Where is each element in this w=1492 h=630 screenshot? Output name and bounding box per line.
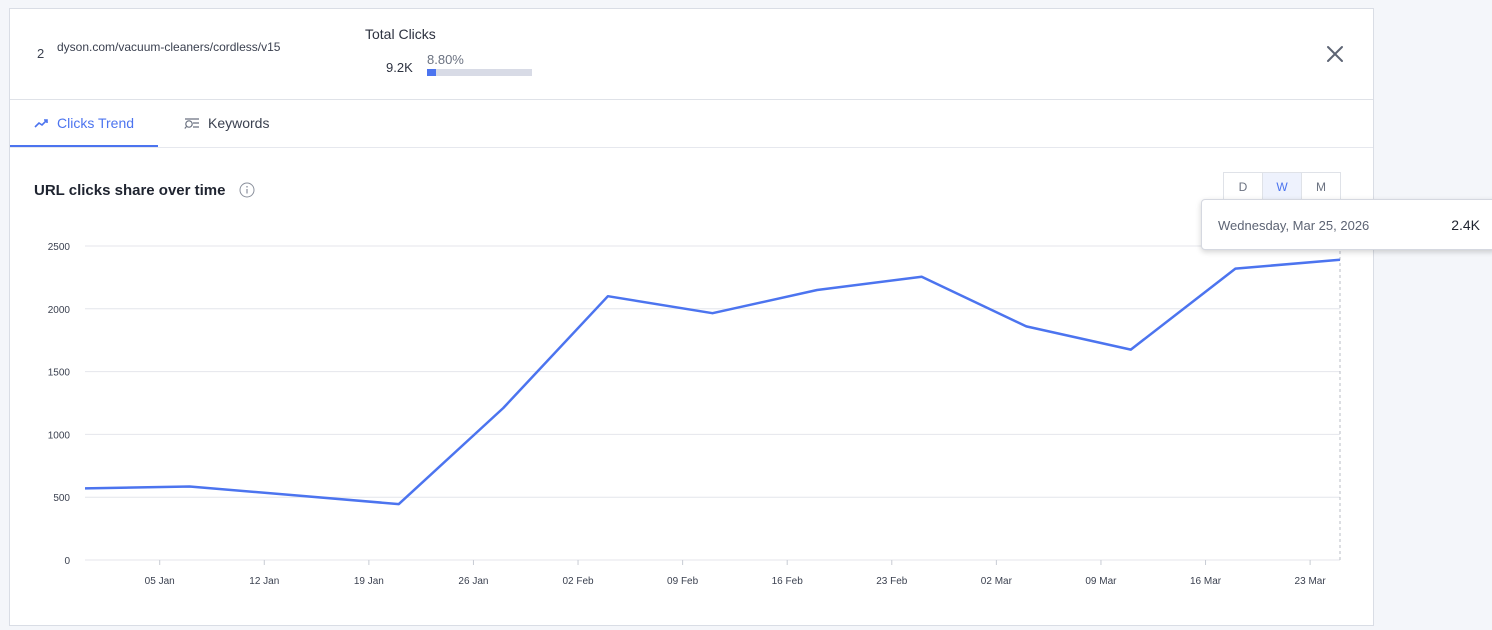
y-tick-label: 1500 <box>48 368 71 379</box>
keyword-search-icon <box>184 118 199 129</box>
clicks-share-bar-fill <box>427 69 437 76</box>
url-detail-panel: 2 dyson.com/vacuum-cleaners/cordless/v15… <box>9 8 1492 626</box>
chart-tooltip: Wednesday, Mar 25, 2026 2.4K <box>1201 199 1492 250</box>
url-header: 2 dyson.com/vacuum-cleaners/cordless/v15… <box>10 9 1373 100</box>
x-tick-label: 09 Feb <box>667 576 699 587</box>
tab-keywords-label: Keywords <box>208 115 270 131</box>
tab-clicks-trend[interactable]: Clicks Trend <box>10 100 159 147</box>
y-tick-label: 2500 <box>48 242 71 253</box>
x-tick-label: 02 Feb <box>562 576 594 587</box>
tab-clicks-trend-label: Clicks Trend <box>57 114 135 131</box>
row-number: 2 <box>37 46 45 61</box>
tooltip-date: Wednesday, Mar 25, 2026 <box>1218 218 1370 233</box>
close-button[interactable] <box>1323 42 1347 66</box>
x-tick-label: 19 Jan <box>354 576 384 587</box>
x-tick-label: 26 Jan <box>458 576 488 587</box>
total-clicks-label: Total Clicks <box>365 26 436 42</box>
tab-keywords[interactable]: Keywords <box>184 100 269 146</box>
url-text: dyson.com/vacuum-cleaners/cordless/v15 <box>57 40 281 54</box>
x-tick-label: 23 Feb <box>876 576 908 587</box>
info-icon[interactable] <box>239 182 255 203</box>
x-tick-label: 23 Mar <box>1295 576 1327 587</box>
granularity-toggle: D W M <box>1223 172 1341 201</box>
chart-title: URL clicks share over time <box>34 182 226 199</box>
y-tick-label: 500 <box>53 493 70 504</box>
granularity-day-button[interactable]: D <box>1224 173 1263 201</box>
y-tick-label: 2000 <box>48 305 71 316</box>
y-tick-label: 1000 <box>48 430 71 441</box>
clicks-line-chart: 0 500 1000 1500 2000 2500 05 Jan 12 Jan 19 Jan 26… <box>48 221 1341 587</box>
x-tick-label: 02 Mar <box>981 576 1013 587</box>
granularity-month-button[interactable]: M <box>1316 180 1326 194</box>
clicks-share-bar <box>427 69 532 76</box>
x-tick-label: 12 Jan <box>249 576 279 587</box>
x-tick-label: 09 Mar <box>1085 576 1117 587</box>
total-clicks-value: 9.2K <box>386 60 413 75</box>
x-tick-label: 16 Feb <box>772 576 804 587</box>
granularity-week-button[interactable]: W <box>1263 173 1302 201</box>
tooltip-value: 2.4K <box>1451 217 1480 233</box>
x-tick-label: 05 Jan <box>145 576 175 587</box>
clicks-share-percent: 8.80% <box>427 52 464 67</box>
trend-up-icon <box>34 118 48 128</box>
series-line <box>84 258 1341 506</box>
close-icon <box>1327 46 1343 62</box>
x-tick-label: 16 Mar <box>1190 576 1222 587</box>
y-tick-label: 0 <box>64 556 70 567</box>
tab-bar: Clicks Trend Keywords <box>10 100 1373 148</box>
